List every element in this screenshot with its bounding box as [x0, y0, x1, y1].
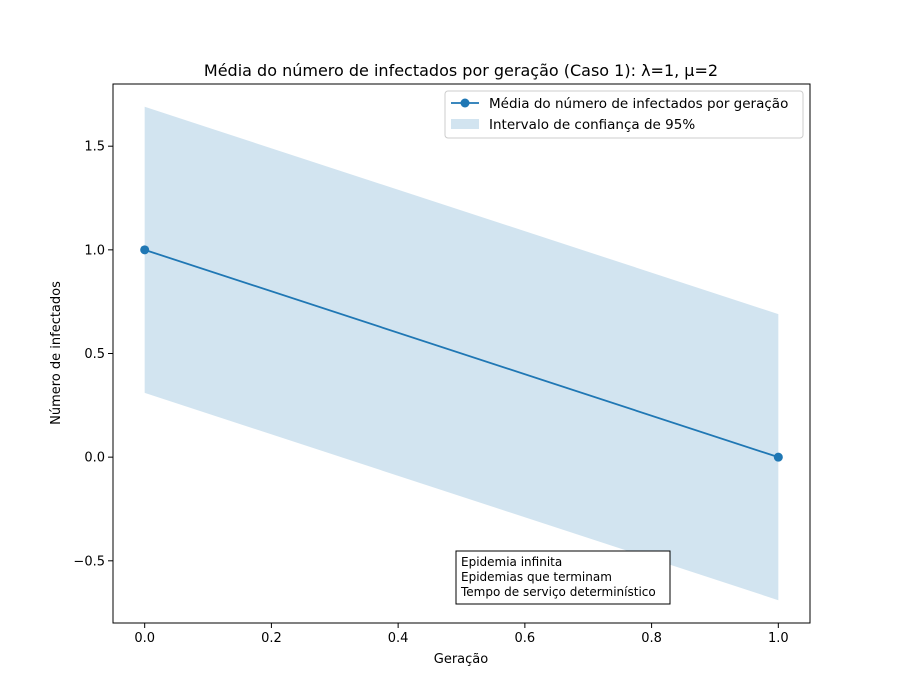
x-axis-label: Geração [434, 652, 488, 667]
x-tick-label: 0.8 [641, 631, 662, 646]
series-line [144, 248, 779, 459]
chart-title: Média do número de infectados por geraçã… [204, 61, 718, 80]
annotation-line: Tempo de serviço determinístico [460, 585, 656, 599]
annotation-line: Epidemias que terminam [461, 570, 612, 584]
annotation-frame [455, 550, 671, 605]
y-tick-label: 1.5 [84, 140, 105, 155]
legend-label-series: Média do número de infectados por geraçã… [489, 96, 788, 112]
data-point [140, 245, 150, 255]
legend-label-band: Intervalo de confiança de 95% [489, 117, 695, 133]
legend: Média do número de infectados por geraçã… [444, 90, 804, 139]
y-tick-label: −0.5 [73, 554, 105, 569]
y-tick-label: 0.0 [84, 451, 105, 466]
y-tick-label: 0.5 [84, 347, 105, 362]
y-tick-label: 1.0 [84, 243, 105, 258]
x-tick-label: 1.0 [768, 631, 789, 646]
x-tick-label: 0.0 [134, 631, 155, 646]
x-tick-label: 0.2 [261, 631, 282, 646]
x-tick-label: 0.6 [515, 631, 536, 646]
legend-marker-swatch [460, 98, 470, 108]
annotation-line: Epidemia infinita [461, 555, 562, 569]
y-axis-label: Número de infectados [49, 281, 64, 425]
legend-frame [444, 90, 804, 139]
legend-band-swatch [451, 119, 479, 129]
x-tick-label: 0.4 [388, 631, 409, 646]
data-point [773, 452, 783, 462]
plot-area: 0.0 0.2 0.4 0.6 0.8 1.0 −0.5 0.0 0.5 1.0 1.5 [73, 83, 811, 646]
